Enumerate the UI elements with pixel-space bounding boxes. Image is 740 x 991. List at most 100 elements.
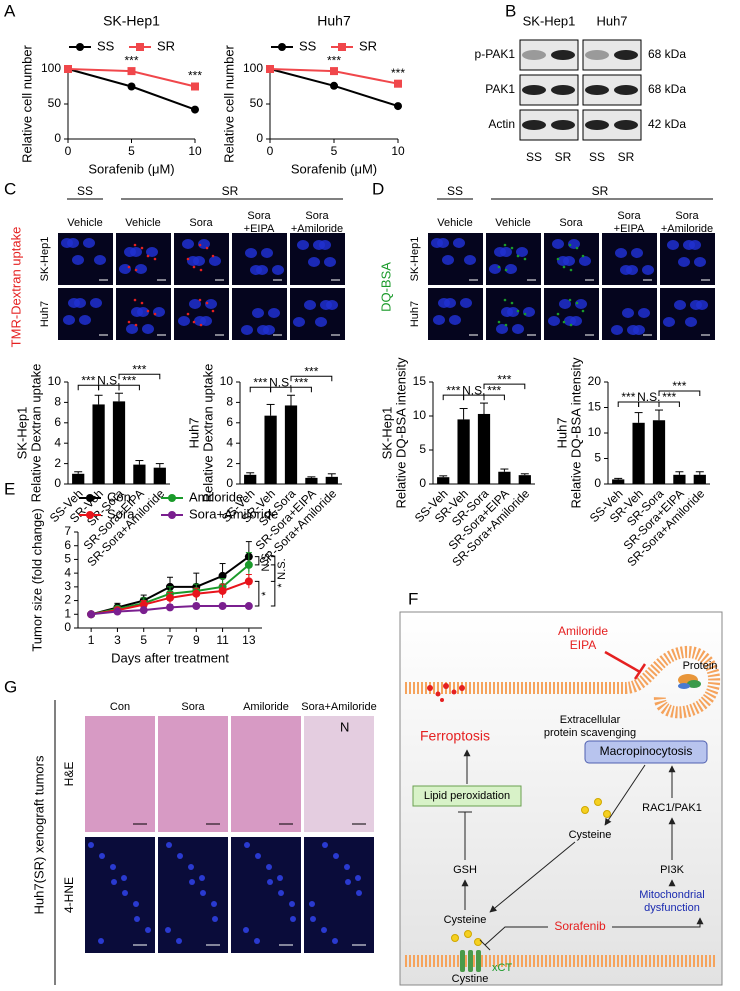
bar bbox=[153, 467, 166, 484]
micrograph bbox=[231, 716, 301, 832]
nucleus bbox=[268, 308, 280, 318]
y-tick-label: 4 bbox=[54, 435, 61, 449]
x-axis-label: Sorafenib (μM) bbox=[291, 161, 377, 176]
nucleus bbox=[63, 315, 75, 325]
inhibition bbox=[479, 939, 491, 951]
data-point bbox=[191, 105, 199, 114]
significance: *** bbox=[188, 69, 202, 83]
legend-marker bbox=[76, 43, 84, 51]
nucleus bbox=[110, 864, 116, 870]
arrow bbox=[604, 764, 646, 826]
y-tick-label: 6 bbox=[226, 415, 233, 429]
nucleus bbox=[272, 265, 284, 275]
label: Ferroptosis bbox=[420, 728, 490, 744]
signal bbox=[211, 254, 215, 258]
signal bbox=[497, 265, 501, 269]
significance: *** bbox=[132, 362, 146, 376]
nucleus bbox=[631, 248, 643, 258]
panel-label: C bbox=[4, 179, 16, 198]
group-label: SR bbox=[592, 184, 609, 198]
bar bbox=[244, 474, 257, 484]
nucleus bbox=[255, 853, 261, 859]
signal bbox=[556, 312, 560, 316]
significance: *** bbox=[446, 383, 460, 397]
label: Cysteine bbox=[569, 829, 612, 841]
nucleus bbox=[638, 308, 650, 318]
signal bbox=[569, 323, 573, 327]
nucleus bbox=[256, 265, 268, 275]
signal bbox=[186, 312, 190, 316]
data-point bbox=[139, 600, 148, 609]
signal bbox=[575, 246, 579, 250]
y-axis-label: Relative DQ-BSA intensity bbox=[393, 357, 408, 509]
y-tick-label: 4 bbox=[64, 565, 71, 579]
bracket bbox=[254, 556, 260, 566]
column-label: Sora bbox=[181, 701, 205, 713]
signal bbox=[146, 254, 150, 258]
blot-band bbox=[551, 85, 575, 95]
nucleus bbox=[94, 255, 106, 265]
legend-label: Amiloride bbox=[189, 489, 243, 504]
y-tick-label: 6 bbox=[54, 415, 61, 429]
nucleus bbox=[241, 325, 253, 335]
data-point bbox=[244, 577, 253, 586]
y-axis-label: Tumor size (fold change) bbox=[29, 508, 44, 651]
x-tick-label: 13 bbox=[242, 633, 256, 647]
micrograph bbox=[304, 716, 374, 832]
signal bbox=[504, 268, 508, 272]
nucleus bbox=[442, 255, 454, 265]
y-tick-label: 2 bbox=[226, 456, 233, 470]
bracket bbox=[290, 386, 312, 393]
data-point bbox=[87, 610, 96, 619]
signal bbox=[186, 257, 190, 261]
blot-band bbox=[614, 120, 638, 130]
nucleus bbox=[563, 256, 575, 266]
legend-label: Sora bbox=[107, 506, 135, 521]
nucleus bbox=[548, 316, 560, 326]
nucleus bbox=[254, 938, 260, 944]
arrow bbox=[489, 841, 576, 913]
nucleus bbox=[133, 901, 139, 907]
annotation: N bbox=[340, 719, 349, 734]
significance: *** bbox=[391, 66, 405, 80]
bar bbox=[673, 474, 686, 484]
data-point bbox=[192, 589, 201, 598]
row-label: SK-Hep1 bbox=[39, 237, 51, 282]
nucleus bbox=[489, 264, 501, 274]
blot-band bbox=[585, 120, 609, 130]
micrograph bbox=[428, 288, 483, 340]
micrograph bbox=[116, 233, 171, 285]
label: xCT bbox=[492, 962, 512, 974]
y-axis-label: SK-Hep1 bbox=[379, 407, 394, 460]
x-tick-label: 10 bbox=[391, 144, 405, 158]
micrograph bbox=[232, 233, 287, 285]
bar bbox=[477, 413, 491, 484]
nucleus bbox=[568, 239, 580, 249]
y-axis-label: Relative DQ-BSA intensity bbox=[568, 357, 583, 509]
data-point bbox=[192, 602, 201, 611]
condition-label: Vehicle bbox=[67, 217, 102, 229]
signal bbox=[516, 309, 520, 313]
nucleus bbox=[615, 248, 627, 258]
signal bbox=[199, 323, 203, 327]
nucleus bbox=[83, 238, 95, 248]
signal bbox=[134, 268, 138, 272]
nucleus bbox=[326, 300, 338, 310]
column-label: Amiloride bbox=[243, 701, 289, 713]
signal bbox=[510, 246, 514, 250]
y-tick-label: 0 bbox=[54, 476, 61, 490]
bar bbox=[632, 422, 645, 484]
nucleus bbox=[211, 901, 217, 907]
y-tick-label: 10 bbox=[588, 425, 602, 439]
legend-label: SR bbox=[157, 38, 175, 53]
y-tick-label: 100 bbox=[41, 61, 61, 75]
nucleus bbox=[575, 299, 587, 309]
legend-marker bbox=[278, 43, 286, 51]
significance: N.S. bbox=[462, 383, 485, 397]
condition-label: +EIPA bbox=[244, 223, 275, 235]
nucleus bbox=[324, 257, 336, 267]
x-tick-label: 5 bbox=[140, 633, 147, 647]
x-tick-label: 1 bbox=[88, 633, 95, 647]
nucleus bbox=[433, 315, 445, 325]
